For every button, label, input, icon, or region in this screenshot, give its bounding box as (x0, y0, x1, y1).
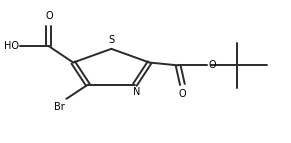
Text: O: O (45, 11, 53, 21)
Text: Br: Br (54, 102, 65, 112)
Text: HO: HO (4, 41, 19, 51)
Text: O: O (179, 89, 186, 99)
Text: O: O (208, 60, 216, 70)
Text: S: S (108, 35, 114, 45)
Text: N: N (133, 88, 140, 98)
